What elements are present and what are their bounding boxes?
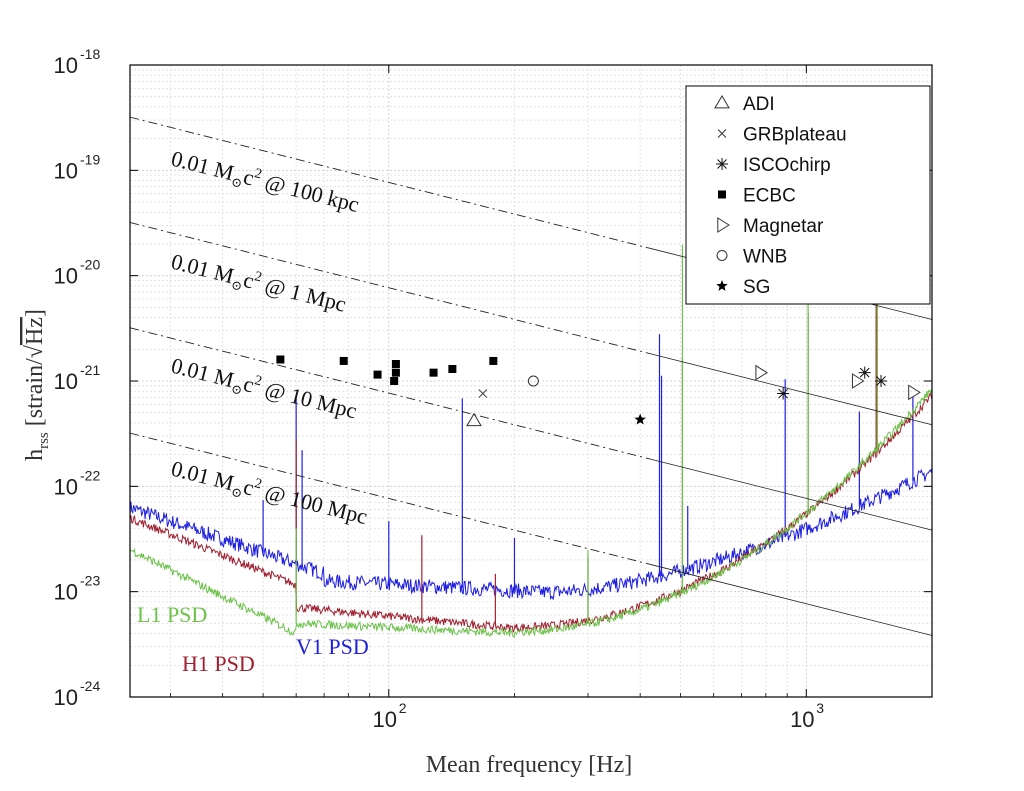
legend-label-grbplateau: GRBplateau (743, 125, 847, 146)
x-axis-label: Mean frequency [Hz] (426, 752, 633, 778)
reference-line-dashdot (129, 222, 650, 354)
y-tick-label-exponent: -20 (80, 257, 100, 273)
reference-line-dashdot (129, 432, 650, 565)
y-axis-label-sub: rss (36, 432, 52, 449)
psd-curve-labels: L1 PSD H1 PSD V1 PSD (137, 602, 369, 676)
y-tick-label: 10 (54, 264, 78, 289)
point-iscochirp (777, 387, 790, 400)
legend-marker-grbplateau (717, 129, 727, 138)
y-tick-label-exponent: -19 (80, 151, 100, 167)
legend-marker-ecbc (718, 190, 726, 199)
y-axis-label-unit: [strain/ (22, 358, 48, 426)
reference-line-dashdot (129, 327, 650, 460)
point-wnb (527, 375, 539, 387)
point-adi (466, 412, 482, 427)
reference-line-dashdot (129, 116, 650, 249)
y-tick-label: 10 (54, 685, 78, 710)
y-tick-label-exponent: -23 (80, 573, 100, 589)
point-ecbc (373, 370, 382, 379)
y-axis-label-sqrt-sign: √ (22, 344, 48, 358)
x-tick-label: 10 (373, 707, 397, 732)
y-tick-label: 10 (54, 158, 78, 183)
y-tick-label: 10 (54, 580, 78, 605)
y-axis-label-close: ] (22, 309, 48, 317)
legend-label-sg: SG (743, 277, 770, 298)
y-tick-label-exponent: -24 (80, 678, 100, 694)
y-tick-label-exponent: -21 (80, 362, 100, 378)
point-ecbc (429, 368, 438, 377)
point-iscochirp (875, 375, 888, 387)
y-axis-label-sqrt: Hz (22, 317, 48, 345)
y-tick-label: 10 (54, 53, 78, 78)
point-grbplateau (478, 389, 488, 398)
legend-label-magnetar: Magnetar (743, 216, 824, 237)
y-tick-label-exponent: -18 (80, 46, 100, 62)
y-tick-label-exponent: -22 (80, 467, 100, 483)
legend-label-iscochirp: ISCOchirp (743, 155, 831, 176)
reference-line-solid (648, 563, 933, 636)
y-tick-label: 10 (54, 474, 78, 499)
reference-line-solid (648, 353, 933, 426)
legend-label-ecbc: ECBC (743, 186, 796, 207)
point-ecbc (390, 377, 399, 385)
legend-marker-adi (714, 95, 730, 109)
point-magnetar (851, 373, 865, 389)
point-magnetar (755, 364, 769, 381)
psd-curve-v1 (129, 467, 933, 600)
reference-line-solid (648, 458, 933, 531)
x-tick-label: 10 (790, 707, 814, 732)
psd-curve-l1 (129, 386, 933, 638)
legend-marker-magnetar (717, 217, 730, 233)
legend-box (685, 85, 931, 305)
x-tick-label-exponent: 2 (399, 700, 407, 716)
point-ecbc (391, 360, 400, 369)
point-ecbc (276, 355, 285, 364)
legend-marker-wnb (716, 250, 728, 261)
data-points (276, 355, 921, 427)
psd-label-h1: H1 PSD (182, 651, 255, 676)
point-iscochirp (858, 366, 871, 379)
legend-label-wnb: WNB (743, 247, 787, 268)
point-ecbc (391, 368, 400, 377)
point-ecbc (489, 356, 498, 365)
point-sg (634, 413, 646, 425)
x-tick-label-exponent: 3 (816, 700, 824, 716)
psd-label-l1: L1 PSD (137, 602, 207, 627)
legend: ADI GRBplateau ISCOchirp ECBC Magnetar WNB SG (685, 85, 931, 305)
point-ecbc (339, 356, 348, 365)
y-axis-label-prefix: h (22, 449, 48, 461)
svg-text:hrss [strain/√Hz]: hrss [strain/√Hz] (22, 309, 52, 461)
point-magnetar (908, 384, 921, 401)
legend-marker-sg (716, 280, 728, 291)
legend-label-adi: ADI (743, 94, 775, 115)
legend-marker-iscochirp (716, 158, 728, 170)
y-tick-label: 10 (54, 369, 78, 394)
point-ecbc (448, 364, 457, 373)
y-axis-label: hrss [strain/√Hz] (22, 309, 52, 461)
psd-label-v1: V1 PSD (296, 634, 369, 659)
